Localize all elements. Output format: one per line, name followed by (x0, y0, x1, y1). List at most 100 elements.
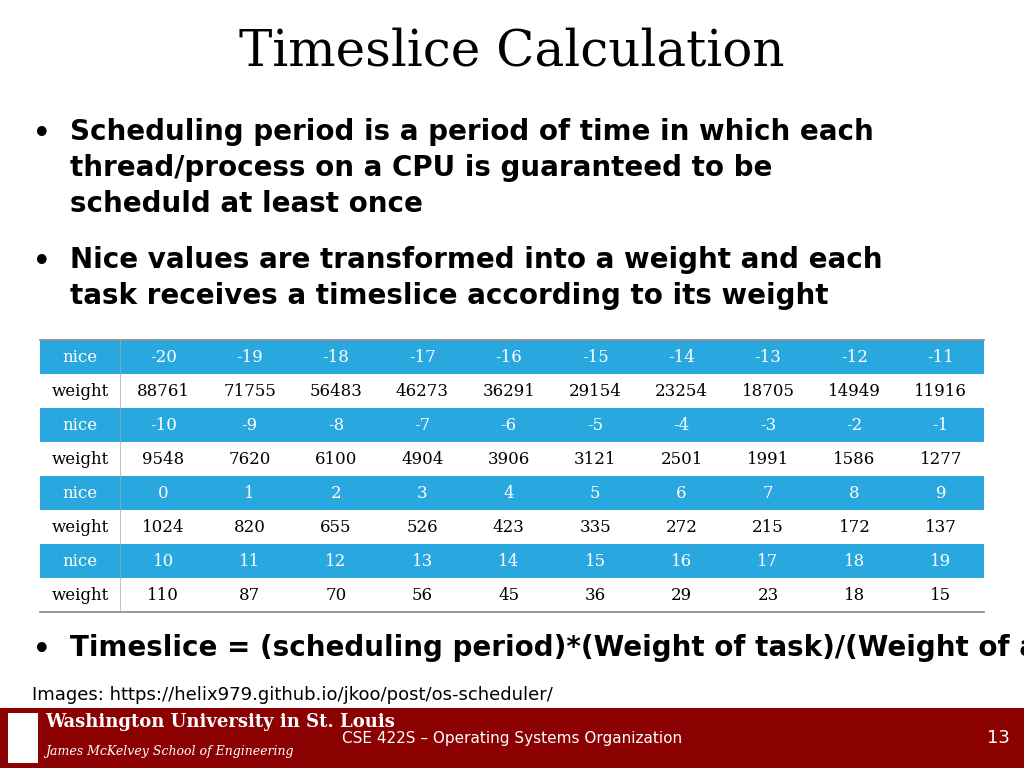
Text: task receives a timeslice according to its weight: task receives a timeslice according to i… (70, 282, 828, 310)
Text: 14: 14 (498, 552, 519, 570)
Text: -19: -19 (237, 349, 263, 366)
Text: 5: 5 (590, 485, 600, 502)
Text: 272: 272 (666, 518, 697, 535)
Text: CSE 422S – Operating Systems Organization: CSE 422S – Operating Systems Organizatio… (342, 730, 682, 746)
Text: 9: 9 (936, 485, 946, 502)
Text: nice: nice (62, 349, 97, 366)
Text: thread/process on a CPU is guaranteed to be: thread/process on a CPU is guaranteed to… (70, 154, 772, 182)
Text: 655: 655 (321, 518, 352, 535)
Text: 6: 6 (676, 485, 687, 502)
Text: nice: nice (62, 485, 97, 502)
Text: nice: nice (62, 552, 97, 570)
Bar (40, 476, 984, 510)
Text: -1: -1 (933, 416, 949, 433)
Text: -12: -12 (841, 349, 867, 366)
Text: 9548: 9548 (142, 451, 184, 468)
Text: 46273: 46273 (396, 382, 449, 399)
Text: -16: -16 (496, 349, 522, 366)
Text: 29154: 29154 (568, 382, 622, 399)
Text: -7: -7 (415, 416, 430, 433)
Text: 15: 15 (585, 552, 606, 570)
Text: Timeslice Calculation: Timeslice Calculation (240, 28, 784, 77)
Text: weight: weight (51, 587, 109, 604)
Text: 19: 19 (930, 552, 951, 570)
Text: nice: nice (62, 416, 97, 433)
Text: -10: -10 (150, 416, 176, 433)
Bar (40, 544, 984, 578)
Text: -13: -13 (755, 349, 781, 366)
Text: 10: 10 (153, 552, 174, 570)
Text: 11: 11 (239, 552, 260, 570)
Text: 2: 2 (331, 485, 341, 502)
Text: 7: 7 (763, 485, 773, 502)
Text: 7620: 7620 (228, 451, 270, 468)
Bar (8, 713, 38, 763)
Bar (40, 340, 984, 374)
Text: 0: 0 (158, 485, 169, 502)
Text: 1277: 1277 (920, 451, 963, 468)
Text: 4904: 4904 (401, 451, 443, 468)
Text: 4: 4 (504, 485, 514, 502)
Text: -17: -17 (409, 349, 436, 366)
Text: 36291: 36291 (482, 382, 536, 399)
Text: 335: 335 (580, 518, 611, 535)
Text: 172: 172 (839, 518, 870, 535)
Text: 16: 16 (671, 552, 692, 570)
Text: Washington University in St. Louis: Washington University in St. Louis (45, 713, 395, 731)
Text: 18: 18 (844, 552, 865, 570)
Text: 1024: 1024 (142, 518, 184, 535)
Text: -8: -8 (328, 416, 344, 433)
Text: -2: -2 (846, 416, 862, 433)
Text: 3: 3 (417, 485, 428, 502)
Text: 8: 8 (849, 485, 860, 502)
Text: 87: 87 (239, 587, 260, 604)
Text: Timeslice = (scheduling period)*(Weight of task)/(Weight of all tasks): Timeslice = (scheduling period)*(Weight … (70, 634, 1024, 662)
Text: -14: -14 (669, 349, 695, 366)
Text: 70: 70 (326, 587, 347, 604)
Text: 17: 17 (758, 552, 778, 570)
Text: -20: -20 (150, 349, 176, 366)
Text: 3121: 3121 (573, 451, 616, 468)
Text: 15: 15 (930, 587, 951, 604)
Text: 14949: 14949 (828, 382, 881, 399)
Text: 45: 45 (499, 587, 519, 604)
Text: •: • (32, 118, 51, 151)
Text: 1: 1 (245, 485, 255, 502)
Text: Scheduling period is a period of time in which each: Scheduling period is a period of time in… (70, 118, 873, 146)
Text: 820: 820 (233, 518, 265, 535)
Bar (40, 374, 984, 408)
Text: 56483: 56483 (309, 382, 362, 399)
Text: •: • (32, 634, 51, 667)
Bar (40, 578, 984, 612)
Text: 137: 137 (925, 518, 956, 535)
Text: 215: 215 (752, 518, 784, 535)
Text: -9: -9 (242, 416, 258, 433)
Text: 423: 423 (493, 518, 524, 535)
Text: scheduld at least once: scheduld at least once (70, 190, 423, 218)
Text: 3906: 3906 (487, 451, 530, 468)
Bar (40, 408, 984, 442)
Text: 29: 29 (671, 587, 692, 604)
Text: 18: 18 (844, 587, 865, 604)
Text: Images: https://helix979.github.io/jkoo/post/os-scheduler/: Images: https://helix979.github.io/jkoo/… (32, 686, 553, 704)
Text: •: • (32, 246, 51, 279)
Text: weight: weight (51, 451, 109, 468)
Text: 12: 12 (326, 552, 347, 570)
Text: 6100: 6100 (314, 451, 357, 468)
Bar (40, 442, 984, 476)
Text: 56: 56 (412, 587, 433, 604)
Bar (40, 510, 984, 544)
Text: 1991: 1991 (746, 451, 790, 468)
Text: -6: -6 (501, 416, 517, 433)
Text: 23: 23 (758, 587, 778, 604)
Text: -15: -15 (582, 349, 608, 366)
Text: 18705: 18705 (741, 382, 795, 399)
Text: weight: weight (51, 518, 109, 535)
Text: 110: 110 (147, 587, 179, 604)
Text: 13: 13 (987, 729, 1010, 747)
Text: -11: -11 (928, 349, 954, 366)
Text: 71755: 71755 (223, 382, 276, 399)
Text: -3: -3 (760, 416, 776, 433)
Text: Nice values are transformed into a weight and each: Nice values are transformed into a weigh… (70, 246, 883, 274)
Text: 88761: 88761 (136, 382, 189, 399)
